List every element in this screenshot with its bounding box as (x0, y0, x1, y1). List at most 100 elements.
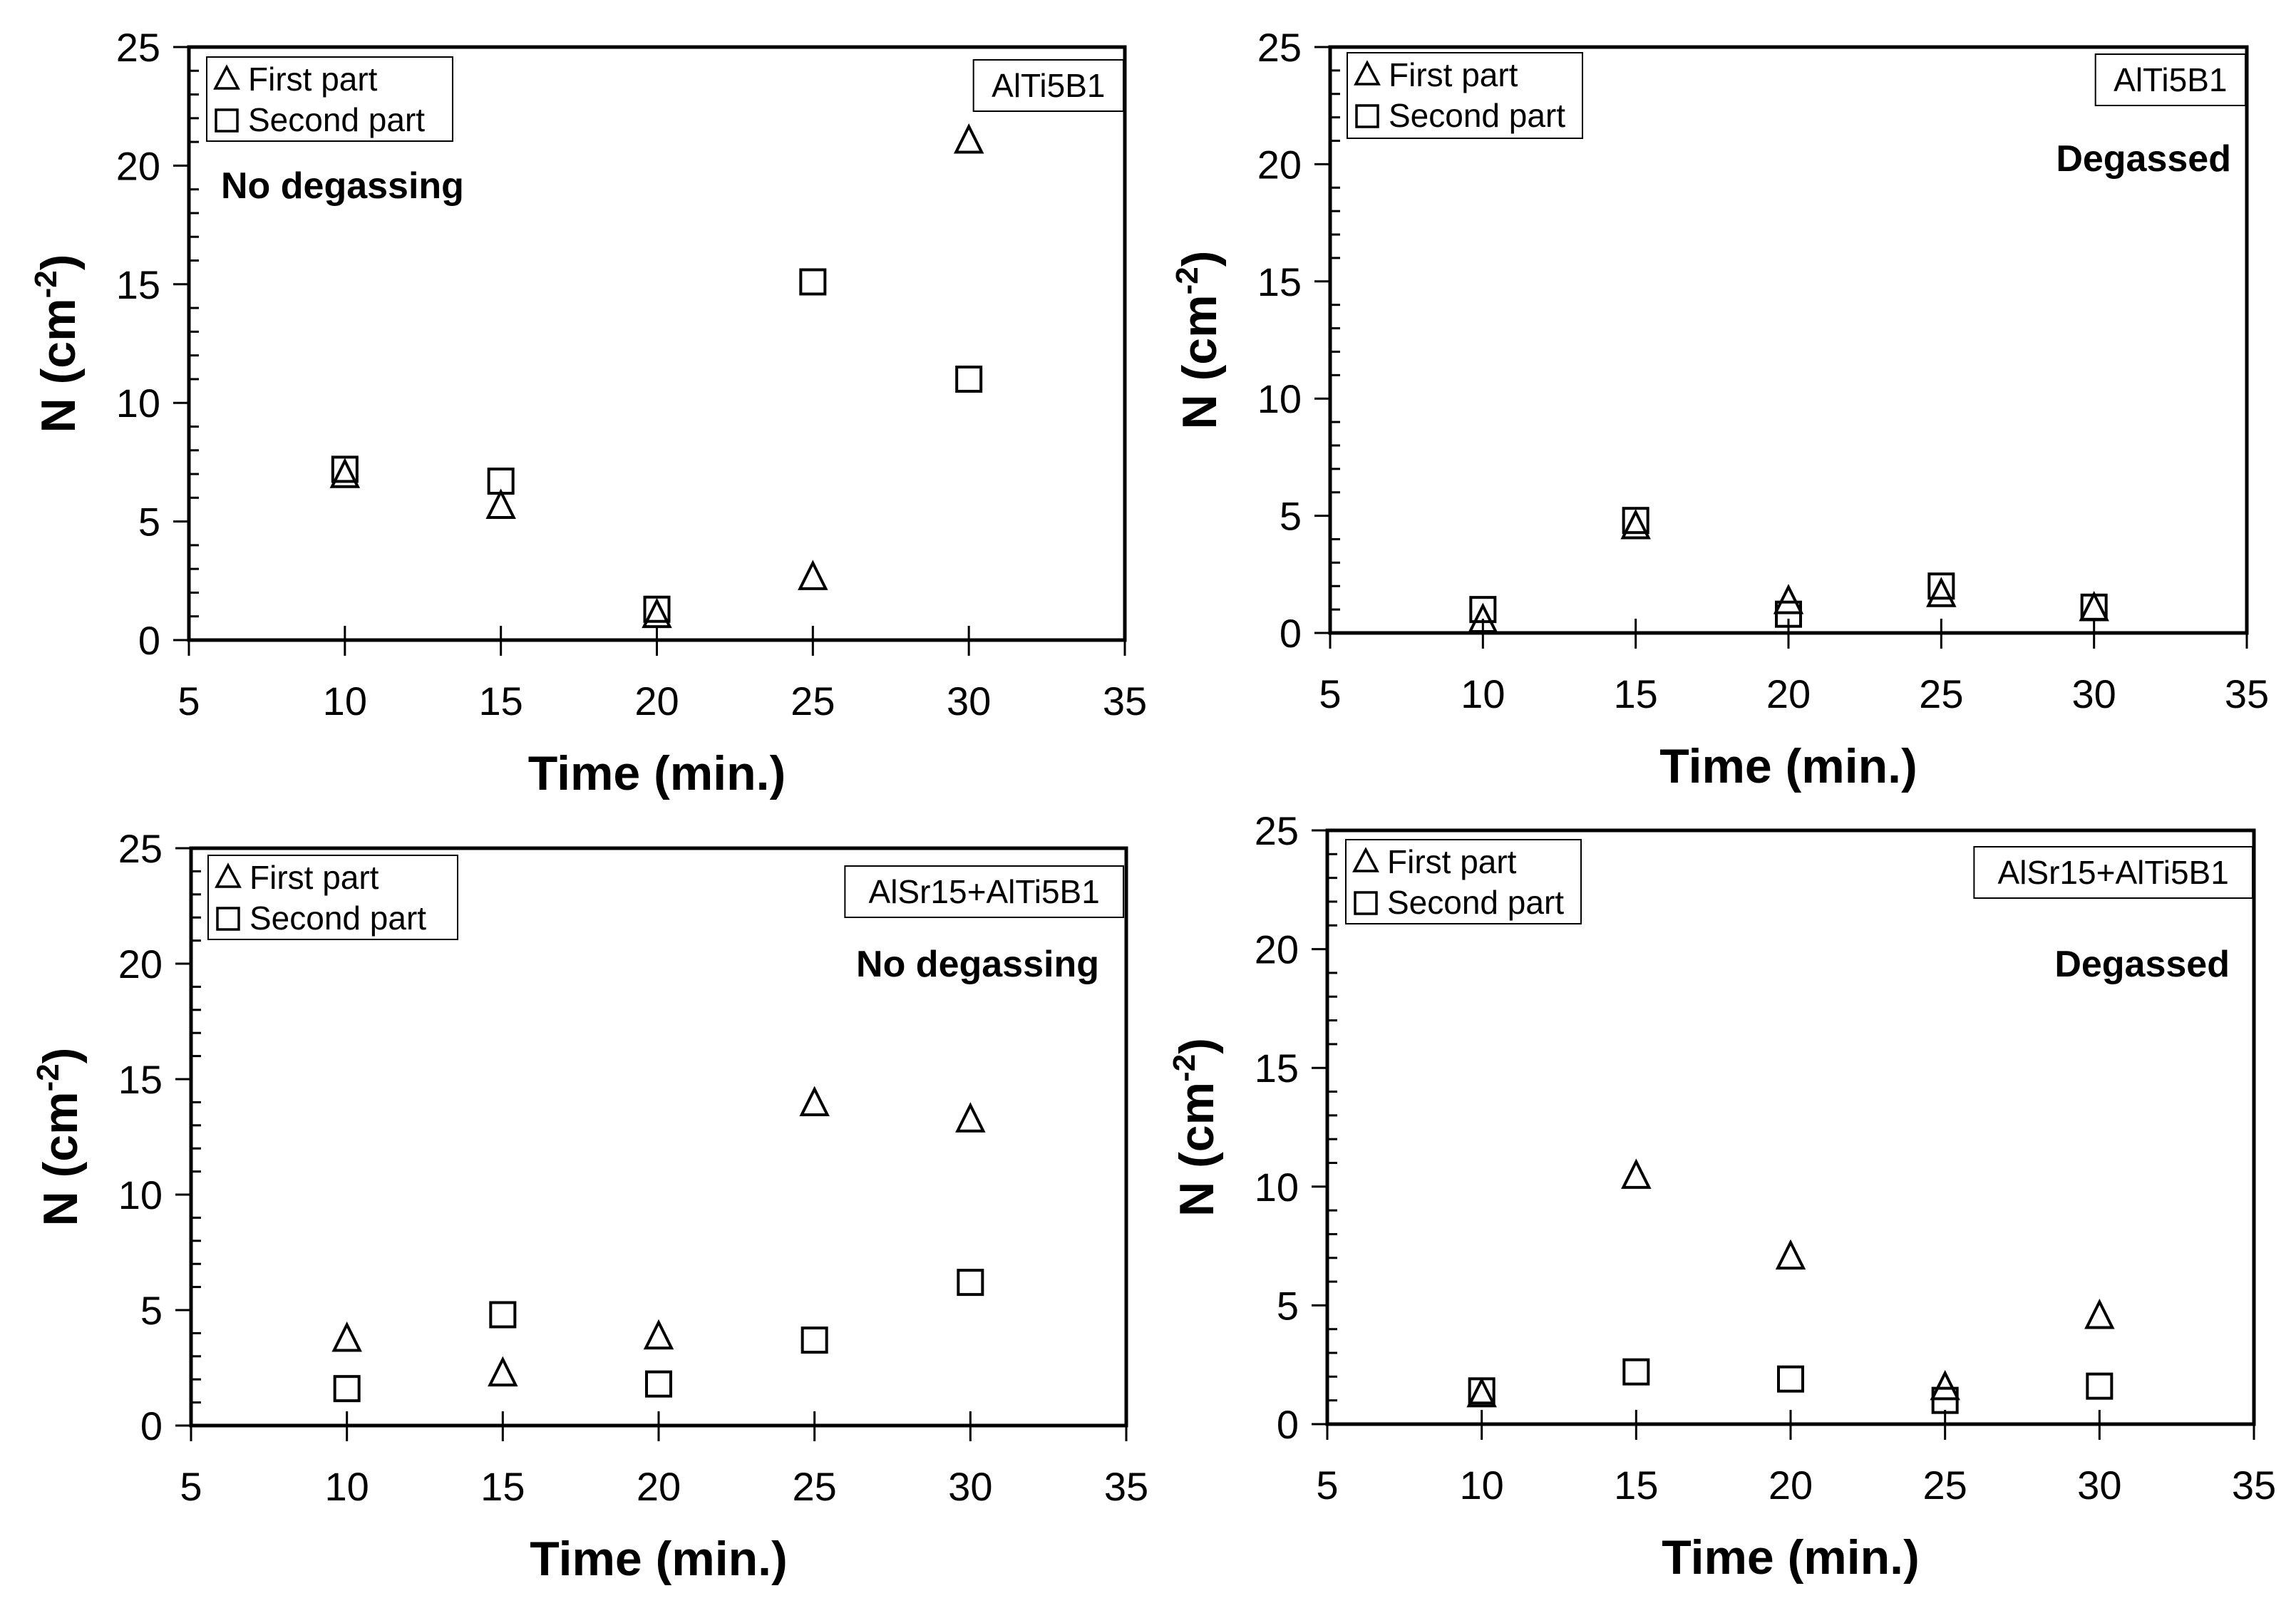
x-tick-label: 25 (793, 1464, 837, 1509)
x-tick-label: 5 (1319, 671, 1341, 716)
square-marker-second-part (489, 1301, 517, 1329)
y-tick-label: 15 (118, 1057, 163, 1102)
x-tick-label: 30 (947, 679, 991, 723)
y-tick-label: 10 (116, 381, 160, 426)
triangle-marker-first-part (1926, 577, 1957, 607)
y-tick-label: 0 (1277, 1402, 1299, 1447)
x-tick-label: 15 (1614, 1463, 1658, 1508)
triangle-marker-first-part (1621, 1158, 1652, 1189)
y-tick-label: 10 (1257, 376, 1302, 421)
legend-label: Second part (1387, 884, 1564, 921)
square-marker-second-part (955, 365, 983, 393)
x-tick-label: 5 (180, 1464, 202, 1509)
x-tick-label: 15 (1614, 671, 1658, 716)
legend-square-icon (216, 907, 240, 931)
y-tick-label: 25 (1257, 25, 1302, 70)
x-tick-label: 10 (1460, 1463, 1504, 1508)
x-tick-label: 10 (323, 679, 367, 723)
alloy-label-box (972, 59, 1125, 112)
square-marker-second-part (645, 1370, 672, 1398)
y-axis-title: N (cm-2) (1167, 1038, 1224, 1217)
legend-square-icon (1354, 891, 1378, 915)
x-tick-label: 35 (2225, 671, 2269, 716)
triangle-marker-first-part (1620, 508, 1651, 540)
y-tick-label: 20 (1255, 927, 1299, 972)
triangle-marker-first-part (643, 1319, 674, 1350)
legend-label: Second part (1389, 97, 1565, 134)
x-tick-label: 25 (791, 679, 835, 723)
triangle-marker-first-part (2079, 591, 2109, 622)
triangle-marker-first-part (799, 1086, 830, 1117)
triangle-marker-first-part (1468, 602, 1498, 633)
legend-label: Second part (249, 900, 426, 937)
alloy-label: AlSr15+AlTi5B1 (1998, 854, 2229, 891)
square-marker-second-part (800, 1326, 828, 1354)
legend-triangle-icon (213, 64, 240, 90)
y-tick-label: 25 (116, 25, 160, 70)
x-tick-label: 35 (1104, 1464, 1148, 1509)
triangle-marker-first-part (329, 458, 361, 488)
legend-label: First part (248, 61, 378, 98)
triangle-marker-first-part (1775, 1239, 1806, 1270)
x-axis-title: Time (min.) (530, 1532, 787, 1586)
y-tick-label: 10 (1255, 1165, 1299, 1210)
x-tick-label: 10 (325, 1464, 369, 1509)
square-marker-second-part (1777, 1365, 1804, 1393)
x-axis-title: Time (min.) (1662, 1530, 1919, 1585)
square-marker-second-part (331, 455, 359, 483)
legend-box (206, 56, 453, 142)
x-tick-label: 20 (637, 1464, 681, 1509)
y-axis-title: N (cm-2) (29, 254, 86, 433)
y-tick-label: 0 (1280, 611, 1302, 656)
x-tick-label: 30 (948, 1464, 992, 1509)
x-tick-label: 35 (2232, 1463, 2276, 1508)
y-tick-label: 20 (1257, 142, 1302, 187)
triangle-marker-first-part (1773, 584, 1804, 614)
alloy-label-box (844, 865, 1124, 918)
square-marker-second-part (2080, 593, 2108, 621)
triangle-marker-first-part (488, 1356, 518, 1387)
condition-annotation: No degassing (856, 944, 1099, 985)
alloy-label: AlSr15+AlTi5B1 (869, 873, 1100, 910)
square-marker-second-part (1931, 1386, 1959, 1414)
legend-label: First part (249, 859, 379, 896)
square-marker-second-part (1775, 600, 1802, 628)
condition-annotation: No degassing (221, 165, 464, 207)
triangle-marker-first-part (1930, 1369, 1960, 1401)
y-tick-label: 5 (138, 500, 160, 545)
alloy-label-box (2094, 53, 2246, 106)
y-axis-title: N (cm-2) (31, 1048, 88, 1227)
square-marker-second-part (643, 595, 671, 623)
y-tick-label: 15 (1257, 259, 1302, 304)
y-axis-title: N (cm-2) (1170, 251, 1227, 430)
legend-label: Second part (248, 101, 425, 138)
y-tick-label: 5 (1277, 1283, 1299, 1328)
square-marker-second-part (1469, 596, 1497, 624)
legend-triangle-icon (1354, 60, 1381, 86)
y-tick-label: 20 (116, 143, 160, 188)
x-tick-label: 5 (177, 679, 200, 723)
square-marker-second-part (1927, 572, 1955, 600)
triangle-marker-first-part (953, 123, 984, 154)
square-marker-second-part (957, 1269, 984, 1297)
y-tick-label: 25 (118, 826, 163, 871)
x-tick-label: 15 (479, 679, 523, 723)
triangle-marker-first-part (798, 560, 828, 590)
square-marker-second-part (799, 268, 827, 296)
triangle-marker-first-part (2084, 1298, 2115, 1329)
legend-triangle-icon (1352, 847, 1379, 872)
legend-triangle-icon (215, 862, 242, 888)
y-tick-label: 10 (118, 1173, 163, 1217)
triangle-marker-first-part (485, 488, 516, 520)
square-marker-second-part (487, 468, 515, 495)
square-marker-second-part (1622, 507, 1649, 535)
condition-annotation: Degassed (2054, 944, 2230, 985)
legend-box (207, 855, 458, 940)
legend-box (1347, 52, 1583, 139)
y-tick-label: 15 (1255, 1046, 1299, 1091)
triangle-marker-first-part (1466, 1376, 1497, 1408)
y-tick-label: 5 (140, 1288, 163, 1333)
